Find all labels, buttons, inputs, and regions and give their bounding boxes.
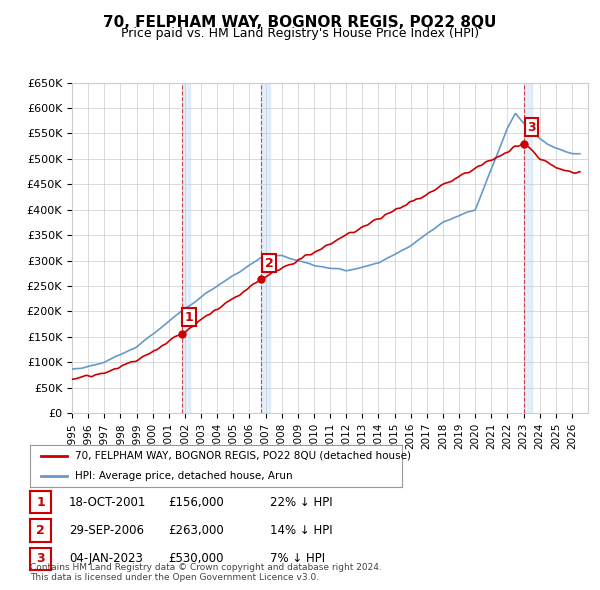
Text: HPI: Average price, detached house, Arun: HPI: Average price, detached house, Arun [74,471,292,481]
Text: £530,000: £530,000 [168,552,224,565]
Bar [182,83,190,413]
Text: 2: 2 [265,257,274,270]
Text: 7% ↓ HPI: 7% ↓ HPI [270,552,325,565]
Bar [262,83,269,413]
Text: 1: 1 [185,311,194,324]
Text: Price paid vs. HM Land Registry's House Price Index (HPI): Price paid vs. HM Land Registry's House … [121,27,479,40]
Text: 2: 2 [36,524,45,537]
Bar [524,83,532,413]
Text: £156,000: £156,000 [168,496,224,509]
Text: 70, FELPHAM WAY, BOGNOR REGIS, PO22 8QU: 70, FELPHAM WAY, BOGNOR REGIS, PO22 8QU [103,15,497,30]
Text: £263,000: £263,000 [168,524,224,537]
Text: 14% ↓ HPI: 14% ↓ HPI [270,524,332,537]
Text: 29-SEP-2006: 29-SEP-2006 [69,524,144,537]
Text: 3: 3 [36,552,45,565]
Text: Contains HM Land Registry data © Crown copyright and database right 2024.
This d: Contains HM Land Registry data © Crown c… [30,563,382,582]
Text: 1: 1 [36,496,45,509]
Text: 70, FELPHAM WAY, BOGNOR REGIS, PO22 8QU (detached house): 70, FELPHAM WAY, BOGNOR REGIS, PO22 8QU … [74,451,410,461]
Text: 3: 3 [527,121,536,134]
Text: 22% ↓ HPI: 22% ↓ HPI [270,496,332,509]
Text: 04-JAN-2023: 04-JAN-2023 [69,552,143,565]
Text: 18-OCT-2001: 18-OCT-2001 [69,496,146,509]
